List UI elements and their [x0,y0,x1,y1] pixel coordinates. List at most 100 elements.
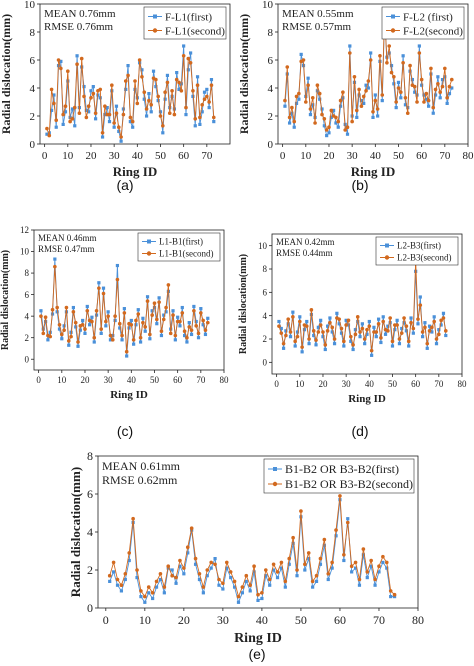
data-point-first [381,560,385,564]
data-point-second [329,108,334,113]
data-point-first [427,104,431,108]
data-point-first [400,326,404,331]
data-point-first [371,115,375,119]
legend-marker [273,467,277,471]
stats-text: RMSE 0.57mm [282,21,352,33]
data-point-first [275,576,280,580]
data-point-first [81,318,85,323]
data-point-second [200,103,204,107]
data-point-second [349,564,354,568]
data-point-first [197,577,202,582]
plot-frame [33,229,225,371]
data-point-first [441,311,446,315]
data-point-first [163,97,167,101]
data-point-first [185,340,189,344]
data-point-first [432,315,436,319]
data-point-first [101,286,106,290]
data-point-first [312,333,316,338]
data-point-first [144,114,149,118]
data-point-second [275,570,280,574]
data-point-first [186,68,190,72]
data-point-first [147,92,151,96]
data-point-second [143,594,147,599]
data-point-first [183,333,187,338]
data-point-second [350,119,354,124]
data-point-second [284,333,288,338]
stats-text: MEAN 0.76mm [44,8,116,20]
data-point-second [61,112,65,117]
data-point-second [131,338,136,342]
legend-box [375,236,459,266]
data-point-second [170,573,174,578]
data-point-first [46,338,50,342]
data-point-first [94,117,98,121]
data-point-first [170,568,174,572]
data-point-second [68,119,72,124]
data-point-first [143,600,147,604]
data-point-second [138,335,143,340]
data-point-second [429,66,433,71]
data-point-first [353,566,358,570]
data-point-first [161,131,165,135]
legend-entry: L2-B3(first) [397,241,441,251]
data-point-first [295,330,300,334]
data-point-second [166,564,171,568]
data-point-first [361,553,365,557]
data-point-second [298,319,302,324]
data-point-second [334,115,338,120]
data-point-first [444,333,448,338]
data-point-first [67,343,71,347]
data-point-second [394,100,398,104]
data-point-second [279,560,284,565]
data-point-second [313,121,317,125]
data-point-second [199,311,203,315]
data-point-first [362,101,366,105]
data-point-first [179,82,183,86]
data-point-first [436,75,440,79]
data-point-first [115,583,120,587]
data-point-second [164,305,168,310]
data-point-first [420,83,424,87]
data-point-second [110,83,114,87]
data-point-first [122,307,126,311]
data-point-second [71,310,76,314]
data-point-second [119,135,123,139]
data-point-first [173,338,177,342]
data-point-second [99,327,103,331]
data-point-second [217,577,221,582]
data-point-second [285,65,290,69]
data-point-first [152,305,157,310]
y-axis-label: Radial dislocation(mm) [0,250,11,350]
data-point-second [185,545,190,549]
data-point-second [152,301,157,306]
data-point-first [357,93,361,97]
x-tick-label: 10 [62,150,74,162]
y-tick-label: 2 [87,563,93,577]
chart-panel-b: 0 2 4 6 8 10 0 10 20 30 40 50 60 70 80 Ring ID Radial di… [237,0,474,193]
y-tick-label: 2 [25,333,30,343]
data-point-first [318,97,322,101]
y-tick-label: 6 [30,55,36,67]
data-point-first [268,583,272,587]
x-tick-label: 60 [416,150,428,162]
data-point-first [326,324,330,328]
data-point-second [197,572,202,576]
legend-box [143,6,227,40]
data-point-second [122,311,127,315]
data-point-first [57,327,62,331]
data-point-first [97,281,101,285]
x-tick-label: 70 [434,379,444,389]
data-point-first [284,329,288,333]
data-point-first [140,68,144,72]
data-point-first [379,340,383,345]
data-point-second [399,331,404,335]
data-point-second [59,66,63,71]
data-point-second [419,77,424,82]
data-point-second [124,349,129,354]
x-tick-label: 50 [393,150,405,162]
x-tick-label: 40 [132,150,144,162]
legend-marker [146,251,152,256]
data-point-second [189,526,194,530]
data-point-second [131,516,135,521]
